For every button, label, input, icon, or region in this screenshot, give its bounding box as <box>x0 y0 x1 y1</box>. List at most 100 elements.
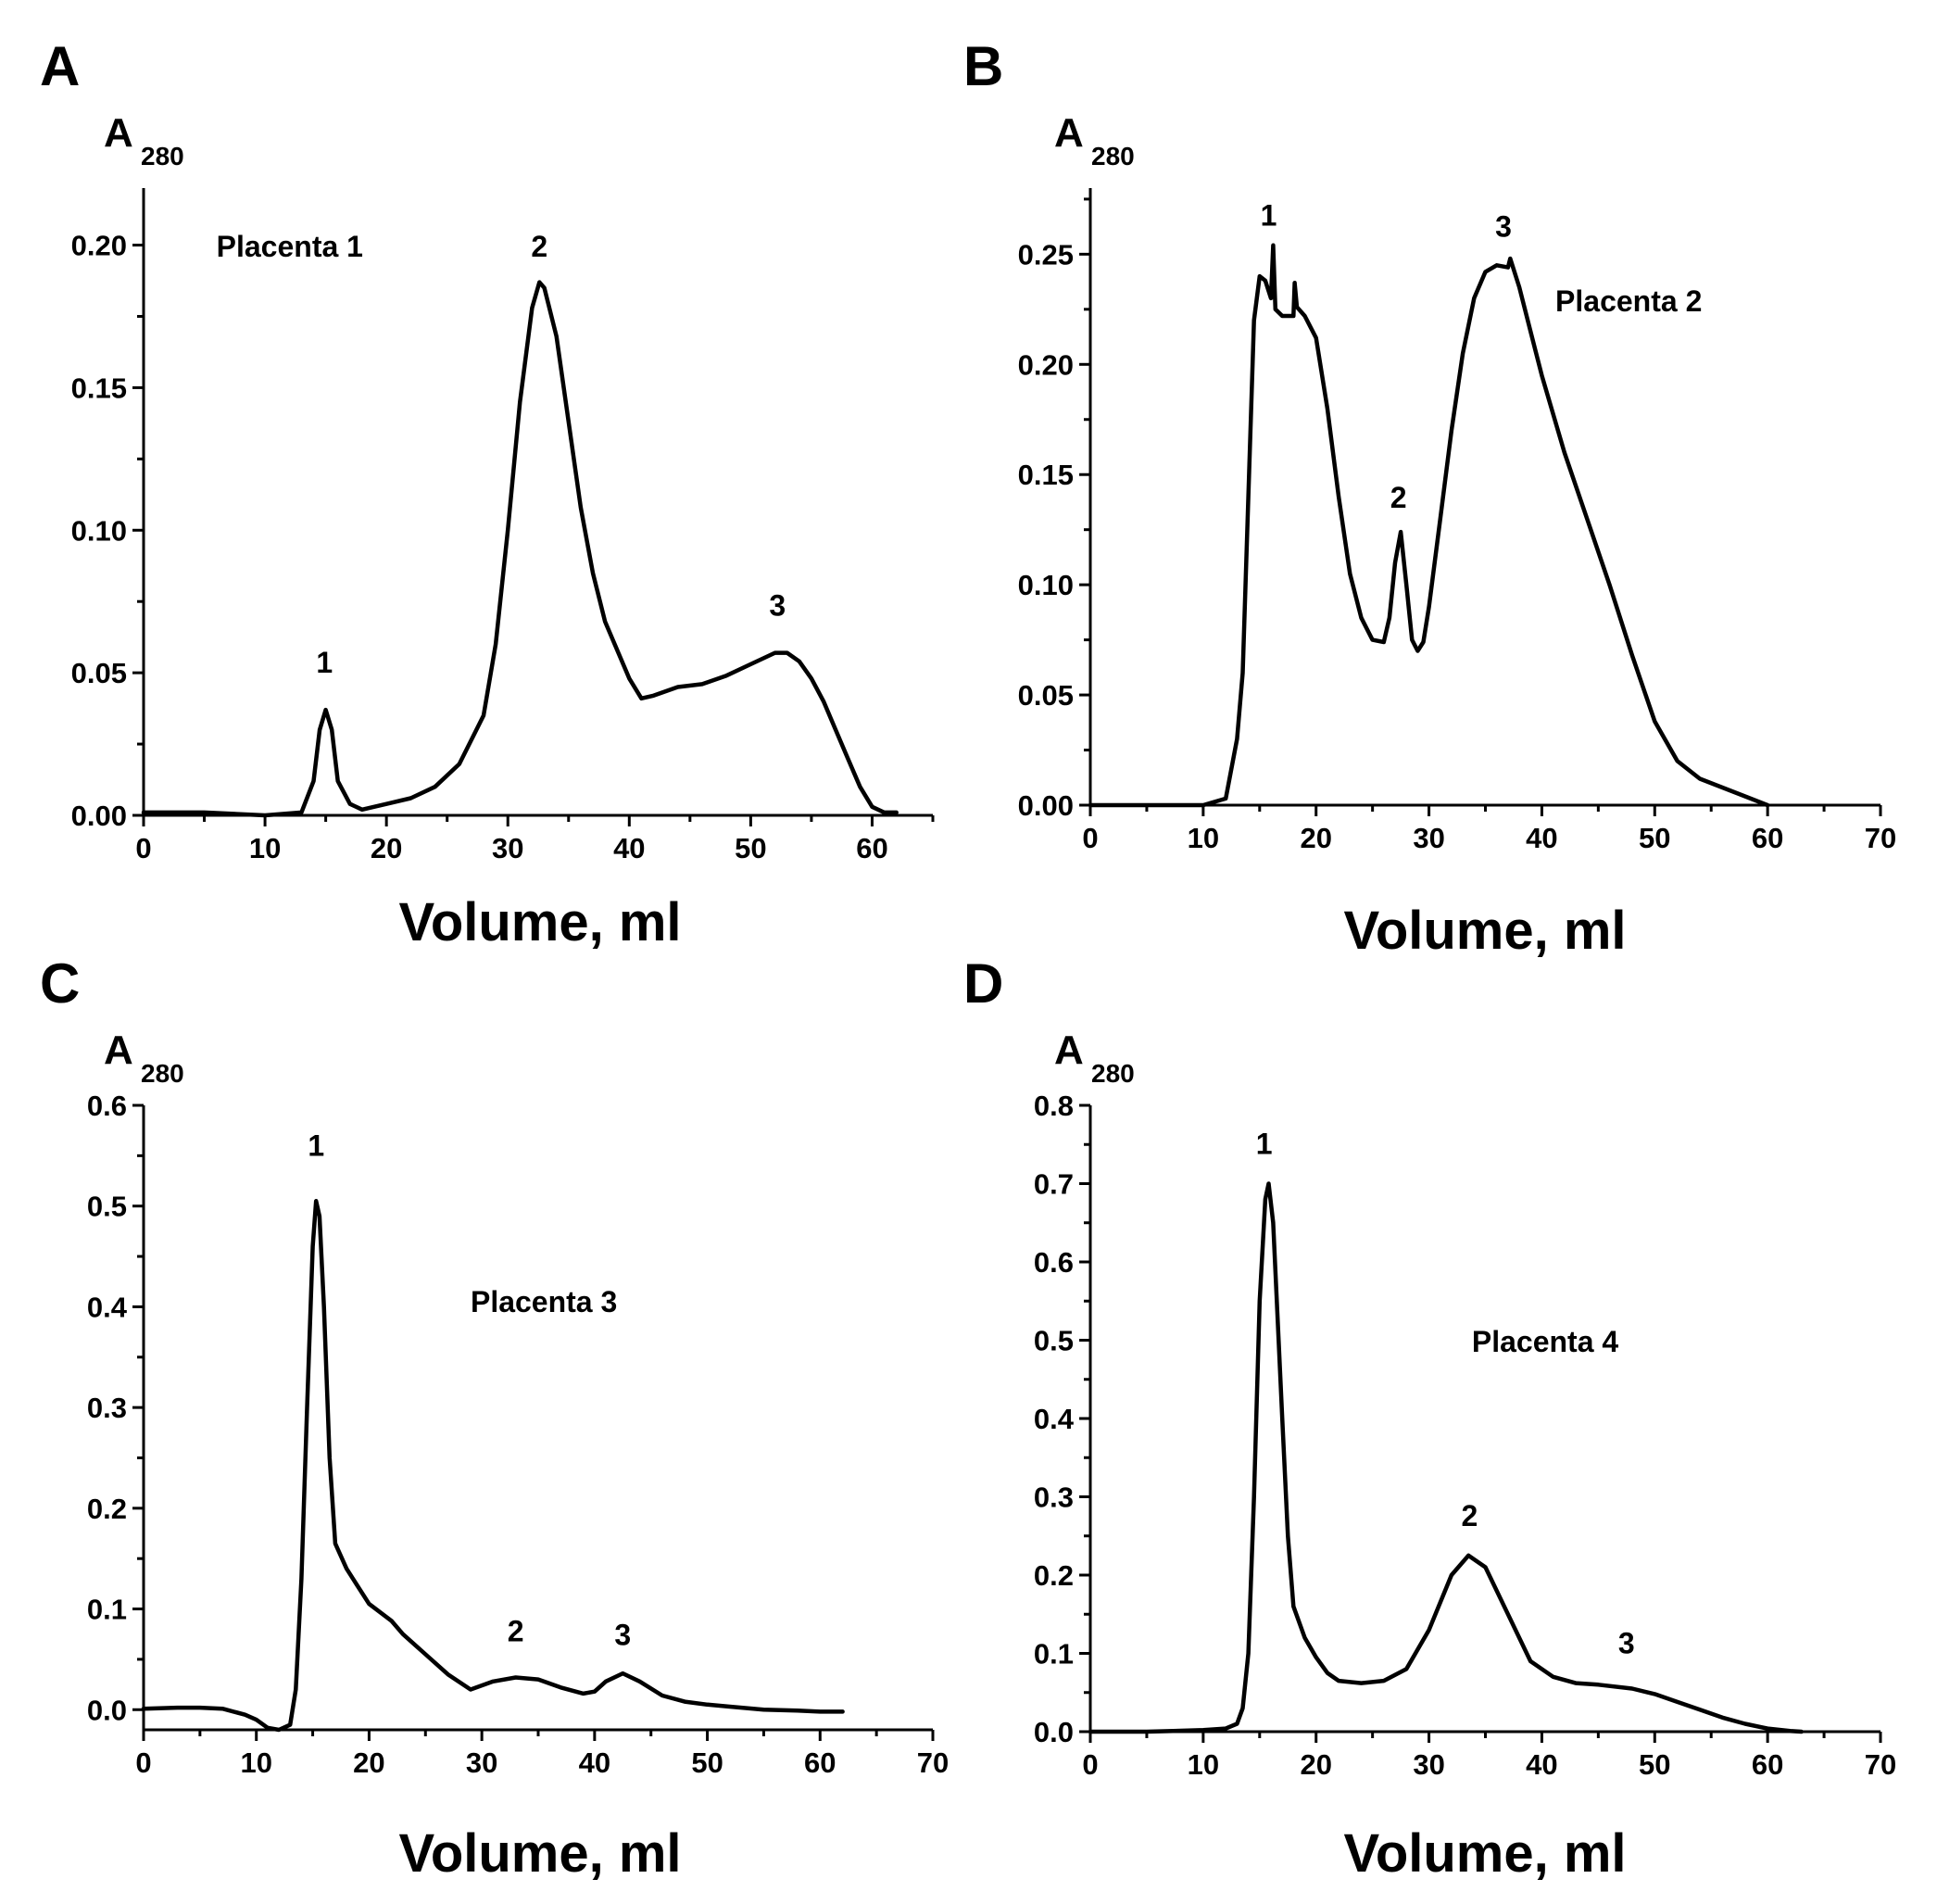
peak-label-d-1: 1 <box>1256 1127 1273 1160</box>
y-tick-label-d: 0.1 <box>1034 1638 1074 1671</box>
y-tick-label-a: 0.05 <box>71 657 127 689</box>
chromatogram-line-d <box>1088 1181 1804 1734</box>
x-tick-label-c: 20 <box>353 1746 384 1779</box>
x-tick-label-c: 60 <box>804 1746 836 1779</box>
x-tick-label-c: 10 <box>240 1746 271 1779</box>
peak-label-d-2: 2 <box>1462 1499 1478 1532</box>
y-tick-label-a: 0.10 <box>71 514 127 547</box>
y-tick-label-d: 0.2 <box>1034 1559 1074 1592</box>
panel-b: B A 280 Volume, ml 0 10 20 30 40 50 60 70 0.00 0.… <box>963 35 1896 961</box>
x-tick-label-c: 50 <box>691 1746 723 1779</box>
panel-letter-a: A <box>40 35 80 97</box>
y-axis-label-a: A <box>104 110 133 156</box>
plot-area-a: 0 10 20 30 40 50 60 0.00 0.05 0.10 0.15 0.20 1 2 3 Plac… <box>71 188 935 864</box>
x-axis-label-a: Volume, ml <box>398 892 681 952</box>
x-tick-label-a: 40 <box>613 832 645 864</box>
panel-letter-d: D <box>963 952 1003 1015</box>
peak-label-c-2: 2 <box>508 1614 524 1647</box>
y-tick-label-d: 0.3 <box>1034 1482 1074 1514</box>
y-tick-label-c: 0.1 <box>87 1594 127 1626</box>
x-tick-label-d: 70 <box>1865 1748 1896 1781</box>
chromatogram-line-a <box>141 280 899 818</box>
y-tick-label-b: 0.05 <box>1018 679 1074 712</box>
peak-label-c-3: 3 <box>614 1619 631 1652</box>
x-tick-label-d: 40 <box>1526 1748 1557 1781</box>
x-tick-label-d: 10 <box>1188 1748 1219 1781</box>
x-tick-label-b: 0 <box>1082 822 1098 854</box>
peak-label-c-1: 1 <box>308 1129 324 1162</box>
x-tick-label-a: 20 <box>371 832 402 864</box>
y-tick-label-a: 0.15 <box>71 372 127 404</box>
x-tick-label-a: 30 <box>492 832 523 864</box>
x-tick-label-c: 40 <box>579 1746 610 1779</box>
plot-area-d: 0 10 20 30 40 50 60 70 0.0 0.1 0.2 0.3 0.4 0.5 0.6 0.7 0… <box>1034 1090 1896 1781</box>
x-tick-label-a: 50 <box>735 832 766 864</box>
y-axis-label-subscript-a: 280 <box>141 142 184 170</box>
peak-label-b-3: 3 <box>1495 209 1512 243</box>
y-tick-label-c: 0.3 <box>87 1392 127 1424</box>
y-axis-label-subscript-d: 280 <box>1091 1059 1135 1088</box>
x-tick-label-b: 40 <box>1526 822 1557 854</box>
x-tick-label-a: 60 <box>856 832 887 864</box>
x-axis-label-b: Volume, ml <box>1343 901 1626 961</box>
panel-c: C A 280 Volume, ml 0 10 20 30 40 50 60 70 0.0 0.1… <box>40 952 949 1884</box>
y-axis-label-subscript-c: 280 <box>141 1059 184 1088</box>
y-tick-label-d: 0.4 <box>1034 1403 1075 1435</box>
y-tick-label-a: 0.00 <box>71 800 127 832</box>
sample-label-c: Placenta 3 <box>471 1285 617 1318</box>
y-tick-label-b: 0.10 <box>1018 569 1074 601</box>
panel-d: D A 280 Volume, ml 0 10 20 30 40 50 60 70 0.0 0.1… <box>963 952 1896 1884</box>
panel-letter-b: B <box>963 35 1003 97</box>
panel-a: A A 280 Volume, ml 0 10 20 30 40 50 60 0.00 0.05… <box>40 35 935 952</box>
peak-label-a-3: 3 <box>769 589 786 623</box>
x-tick-label-b: 20 <box>1300 822 1331 854</box>
y-tick-label-b: 0.15 <box>1018 459 1074 491</box>
y-tick-label-b: 0.00 <box>1018 789 1074 822</box>
x-tick-label-d: 50 <box>1639 1748 1670 1781</box>
plot-area-c: 0 10 20 30 40 50 60 70 0.0 0.1 0.2 0.3 0.4 0.5 0.6 1 2 3 P… <box>87 1090 949 1779</box>
y-axis-label-b: A <box>1054 110 1084 156</box>
x-tick-label-b: 50 <box>1639 822 1670 854</box>
x-axis-label-d: Volume, ml <box>1343 1823 1626 1884</box>
x-tick-label-d: 30 <box>1413 1748 1444 1781</box>
y-tick-label-c: 0.0 <box>87 1694 127 1726</box>
x-axis-label-c: Volume, ml <box>398 1823 681 1884</box>
y-tick-label-d: 0.0 <box>1034 1716 1074 1748</box>
peak-label-b-2: 2 <box>1390 481 1407 514</box>
x-tick-label-d: 0 <box>1082 1748 1098 1781</box>
peak-label-d-3: 3 <box>1618 1627 1635 1660</box>
chromatogram-line-b <box>1088 243 1770 808</box>
y-tick-label-d: 0.8 <box>1034 1090 1074 1122</box>
plot-area-b: 0 10 20 30 40 50 60 70 0.00 0.05 0.10 0.15 0.20 0.25 1… <box>1018 188 1896 854</box>
y-tick-label-c: 0.4 <box>87 1291 128 1323</box>
y-tick-label-c: 0.5 <box>87 1191 127 1223</box>
y-axis-label-c: A <box>104 1028 133 1073</box>
x-tick-label-b: 70 <box>1865 822 1896 854</box>
y-axis-label-subscript-b: 280 <box>1091 142 1135 170</box>
x-tick-label-a: 10 <box>249 832 281 864</box>
y-tick-label-c: 0.2 <box>87 1493 127 1525</box>
y-tick-label-b: 0.25 <box>1018 238 1074 271</box>
x-tick-label-c: 0 <box>135 1746 151 1779</box>
y-tick-label-b: 0.20 <box>1018 348 1074 381</box>
y-tick-label-d: 0.7 <box>1034 1168 1074 1201</box>
sample-label-b: Placenta 2 <box>1555 284 1702 318</box>
y-tick-label-d: 0.5 <box>1034 1325 1074 1357</box>
sample-label-d: Placenta 4 <box>1472 1325 1619 1358</box>
peak-label-a-1: 1 <box>316 646 333 679</box>
sample-label-a: Placenta 1 <box>217 230 363 263</box>
y-tick-label-a: 0.20 <box>71 230 127 262</box>
x-tick-label-d: 20 <box>1300 1748 1331 1781</box>
y-tick-label-d: 0.6 <box>1034 1246 1074 1279</box>
y-tick-label-c: 0.6 <box>87 1090 127 1122</box>
panel-letter-c: C <box>40 952 80 1015</box>
x-tick-label-c: 70 <box>917 1746 949 1779</box>
peak-label-a-2: 2 <box>531 230 547 263</box>
x-tick-label-c: 30 <box>466 1746 497 1779</box>
y-axis-label-d: A <box>1054 1028 1084 1073</box>
chromatogram-line-c <box>141 1199 845 1733</box>
x-tick-label-b: 10 <box>1188 822 1219 854</box>
x-tick-label-d: 60 <box>1752 1748 1783 1781</box>
